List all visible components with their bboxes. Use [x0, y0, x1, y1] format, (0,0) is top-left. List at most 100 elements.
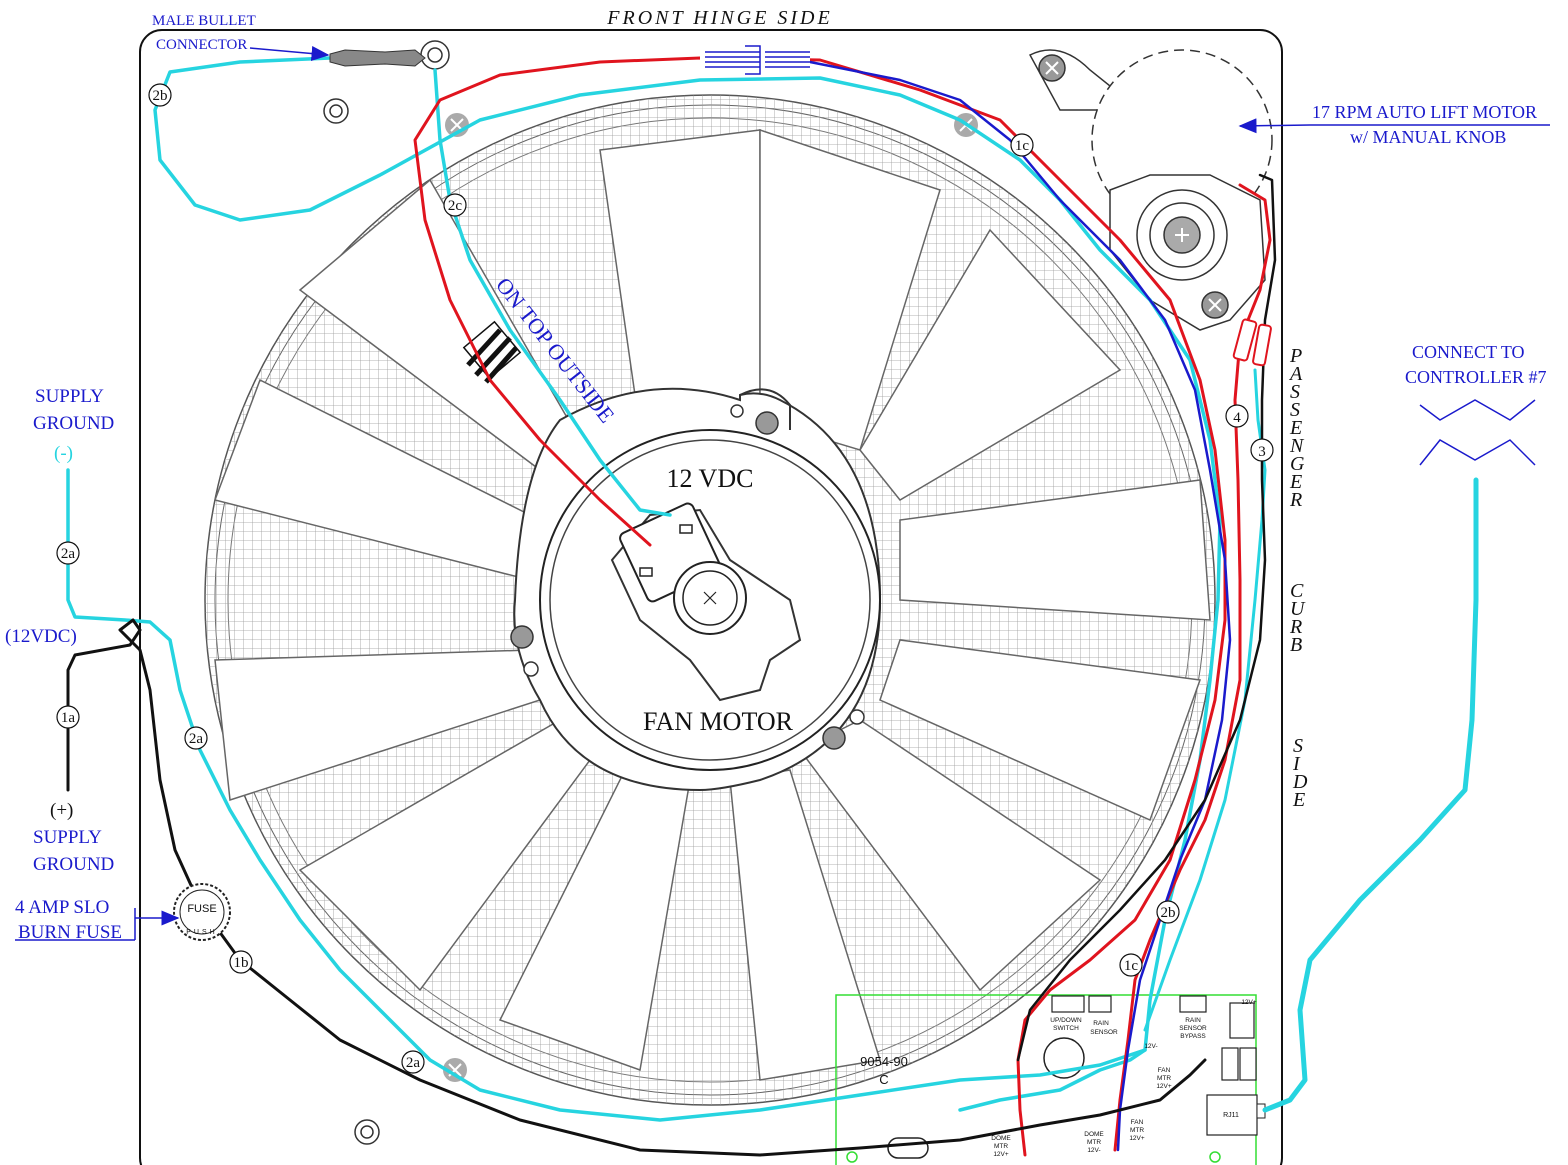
fuse-callout-line1: 4 AMP SLO	[15, 897, 109, 918]
hatch-patch	[462, 320, 522, 384]
tag-2b-right: 2b	[1156, 900, 1180, 924]
board-rj11: RJ11	[1223, 1112, 1239, 1119]
svg-text:2c: 2c	[448, 198, 463, 214]
tag-1c-bottom: 1c	[1119, 953, 1143, 977]
tag-2a-bottom: 2a	[401, 1050, 425, 1074]
board-fan-mtr-right-2: MTR	[1157, 1075, 1171, 1082]
board-part-number: 9054-90	[860, 1054, 908, 1069]
svg-text:2a: 2a	[406, 1055, 421, 1071]
board-bypass-line1: RAIN	[1185, 1017, 1201, 1024]
sideP-letter: S	[1290, 381, 1300, 403]
lift-motor-assembly	[1028, 49, 1273, 331]
board-rain-sensor-line1: RAIN	[1093, 1020, 1109, 1027]
fan-motor-housing	[510, 387, 882, 792]
wire-2c	[433, 68, 672, 517]
sideP-letter: E	[1289, 471, 1302, 493]
supply-ground-top-line3: (-)	[54, 443, 73, 464]
sideC-letter: R	[1289, 616, 1302, 638]
board-fan-mtr-bottom-3: 12V+	[1129, 1135, 1145, 1142]
wires	[66, 56, 1479, 1157]
sideC-letter: C	[1290, 580, 1304, 602]
fuse-face-label: FUSE	[187, 903, 216, 915]
svg-text:2b: 2b	[1161, 905, 1176, 921]
supply-ground-bottom-line1: (+)	[50, 800, 73, 821]
wire-controller-cable	[1262, 477, 1479, 1113]
sideP-letter: P	[1289, 345, 1302, 367]
tag-3: 3	[1250, 438, 1274, 462]
header-title: FRONT HINGE SIDE	[606, 7, 832, 29]
board-dome-minus-1: DOME	[1084, 1131, 1104, 1138]
svg-text:2b: 2b	[153, 88, 168, 104]
board-up-down-line2: SWITCH	[1053, 1025, 1079, 1032]
tag-1b: 1b	[229, 950, 253, 974]
board-12v-minus: 12V-	[1144, 1043, 1157, 1050]
board-dome-minus-2: MTR	[1087, 1139, 1101, 1146]
svg-text:2a: 2a	[189, 731, 204, 747]
board-up-down-line1: UP/DOWN	[1050, 1017, 1082, 1024]
svg-text:4: 4	[1233, 410, 1241, 426]
board-fan-mtr-bottom-2: MTR	[1130, 1127, 1144, 1134]
sideP-letter: G	[1290, 453, 1305, 475]
sideS-letter: I	[1292, 753, 1301, 775]
controller-break-symbol	[1419, 399, 1536, 466]
supply-ground-top-line2: GROUND	[33, 413, 114, 434]
board-bypass-line3: BYPASS	[1180, 1033, 1206, 1040]
fuse-callout-line2: BURN FUSE	[18, 922, 122, 943]
fuse-holder: FUSE PUSH	[173, 883, 231, 941]
sideP-letter: R	[1289, 489, 1302, 511]
board-fan-mtr-right-1: FAN	[1158, 1067, 1171, 1074]
lift-motor-label-line1: 17 RPM AUTO LIFT MOTOR	[1312, 102, 1537, 122]
svg-text:1c: 1c	[1124, 958, 1139, 974]
red-bullet-connectors	[1232, 318, 1272, 367]
connect-controller-line2: CONTROLLER #7	[1405, 367, 1547, 387]
sideC-letter: U	[1290, 598, 1306, 620]
wire-black-motor	[1016, 173, 1277, 1062]
sideP-letter: S	[1290, 399, 1300, 421]
callout-arrows	[15, 46, 1550, 941]
fan-blades	[214, 128, 1211, 1081]
svg-text:2a: 2a	[61, 546, 76, 562]
board-dome-plus-2: MTR	[994, 1143, 1008, 1150]
wire-2a	[66, 468, 1147, 1122]
lift-motor-label-line2: w/ MANUAL KNOB	[1350, 127, 1506, 147]
board-rain-sensor-line2: SENSOR	[1090, 1029, 1118, 1036]
fan-motor-voltage: 12 VDC	[667, 464, 754, 493]
board-fan-mtr-bottom-1: FAN	[1131, 1119, 1144, 1126]
tag-2b-top: 2b	[148, 83, 172, 107]
board-fan-mtr-right-3: 12V+	[1156, 1083, 1172, 1090]
control-board	[835, 994, 1266, 1165]
supply-ground-bottom-line3: GROUND	[33, 854, 114, 875]
sideS-letter: E	[1292, 789, 1305, 811]
wire-red-2	[1113, 183, 1272, 1152]
fuse-push-label: PUSH	[186, 929, 217, 936]
supply-ground-bottom-line2: SUPPLY	[33, 827, 102, 848]
supply-12vdc-label: (12VDC)	[5, 626, 77, 647]
tag-1c-top: 1c	[1010, 133, 1034, 157]
svg-text:1c: 1c	[1015, 138, 1030, 154]
wire-blue	[808, 60, 1232, 1152]
board-bypass-line2: SENSOR	[1179, 1025, 1207, 1032]
svg-text:1b: 1b	[234, 955, 249, 971]
tag-2a-mid: 2a	[184, 726, 208, 750]
fan-motor-label: FAN MOTOR	[643, 707, 794, 736]
tag-2c: 2c	[443, 193, 467, 217]
vent-frame	[139, 29, 1283, 1165]
tag-4: 4	[1225, 404, 1249, 428]
board-dome-plus-3: 12V+	[993, 1151, 1009, 1158]
side-side-label: SIDE	[1292, 735, 1308, 811]
svg-text:3: 3	[1258, 444, 1266, 460]
board-labels: 9054-90 C UP/DOWN SWITCH RAIN SENSOR RAI…	[860, 999, 1257, 1158]
sideS-letter: S	[1293, 735, 1303, 757]
blue-connector	[700, 45, 810, 75]
sideP-letter: A	[1288, 363, 1303, 385]
board-revision: C	[879, 1072, 888, 1087]
board-dome-plus-1: DOME	[991, 1135, 1011, 1142]
tag-1a: 1a	[56, 705, 80, 729]
sideP-letter: E	[1289, 417, 1302, 439]
tag-2a-left: 2a	[56, 541, 80, 565]
connect-controller-line1: CONNECT TO	[1412, 342, 1525, 362]
sideC-letter: B	[1290, 634, 1302, 656]
